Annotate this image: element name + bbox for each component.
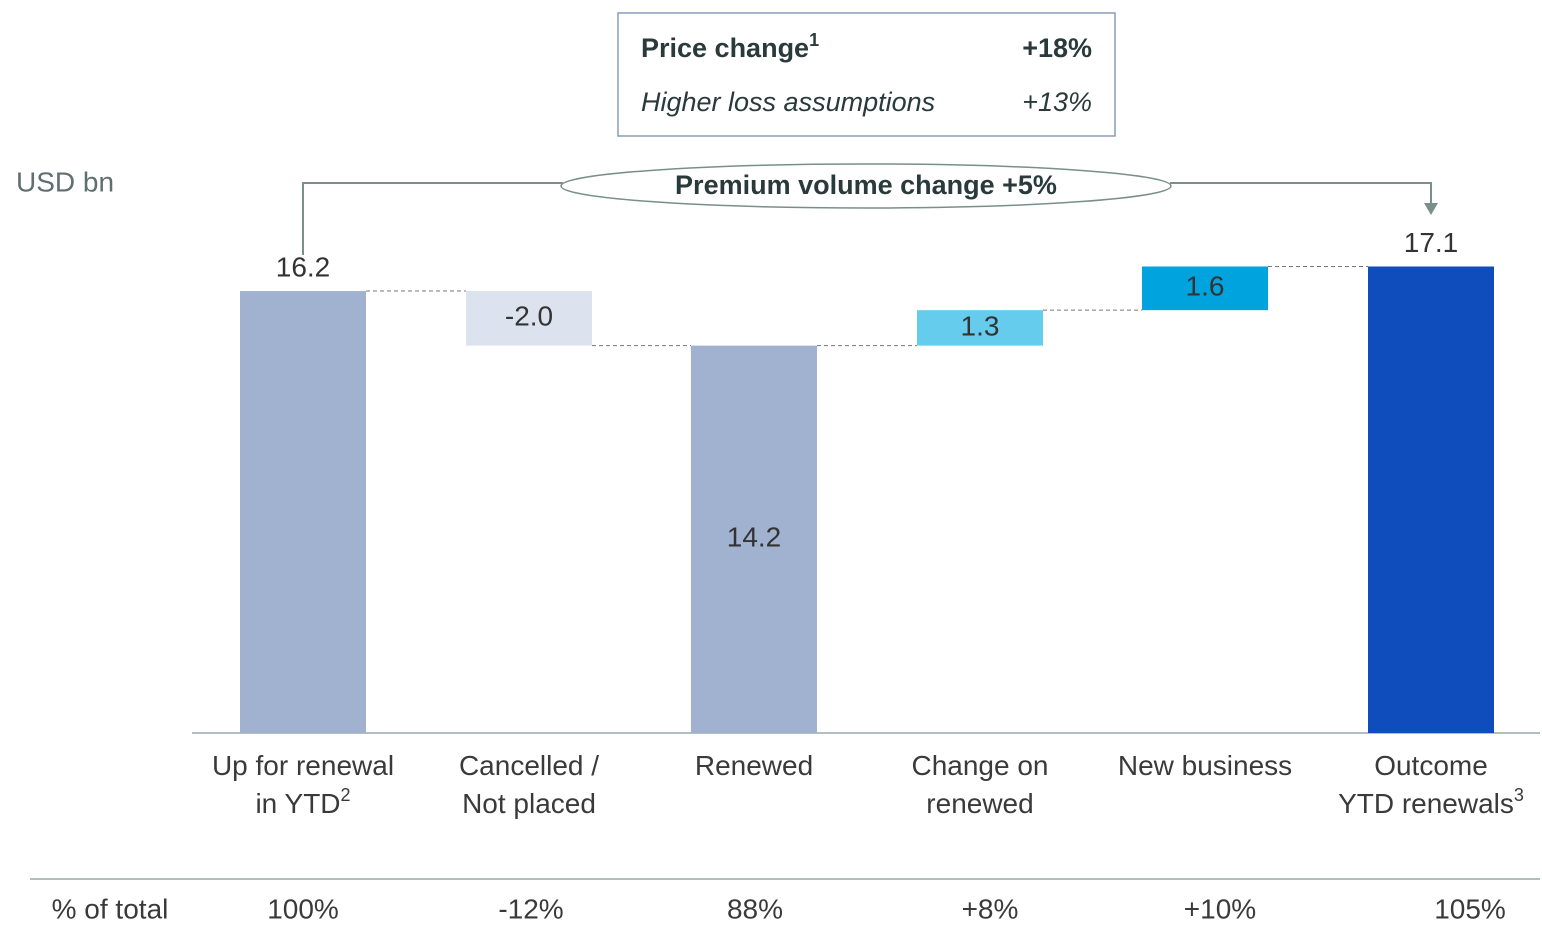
value-label: 1.3 (961, 310, 1000, 341)
x-tick-label: Cancelled / (459, 750, 599, 781)
bar (466, 291, 592, 346)
info-value: +13% (1022, 87, 1092, 117)
x-tick-text: renewed (926, 788, 1033, 819)
table-label: % of total (52, 893, 169, 924)
x-tick-text: Change on (911, 750, 1048, 781)
value-label: 1.6 (1186, 271, 1225, 302)
x-tick-label: New business (1118, 750, 1292, 781)
x-tick-label: YTD renewals3 (1338, 785, 1524, 820)
arrow-head (1424, 203, 1438, 215)
x-tick-label: Renewed (695, 750, 813, 781)
info-label: Price change1 (641, 30, 819, 63)
x-tick-text: in YTD (255, 788, 340, 819)
x-tick-text: YTD renewals (1338, 788, 1514, 819)
value-label: 14.2 (727, 522, 782, 553)
info-label-text: Price change (641, 33, 809, 63)
bar (1142, 266, 1268, 311)
x-tick-label: Change on (911, 750, 1048, 781)
bar (917, 310, 1043, 346)
annotation: Premium volume change +5% (675, 170, 1057, 200)
bar (691, 345, 817, 733)
table-value: 88% (727, 893, 783, 924)
x-tick-text: Outcome (1374, 750, 1488, 781)
x-tick-text: Up for renewal (212, 750, 394, 781)
footnote: 2 (341, 785, 351, 805)
x-tick-label: Not placed (462, 788, 596, 819)
bar (1368, 266, 1494, 733)
value-label: 16.2 (276, 251, 331, 282)
table-value: -12% (498, 893, 563, 924)
info-note: 1 (809, 30, 819, 50)
x-tick-text: New business (1118, 750, 1292, 781)
x-tick-label: Outcome (1374, 750, 1488, 781)
unit-label: USD bn (16, 166, 114, 197)
table-value: +10% (1184, 893, 1256, 924)
bar (240, 291, 366, 733)
table-value: 100% (267, 893, 339, 924)
table-value: +8% (962, 893, 1019, 924)
x-tick-label: in YTD2 (255, 785, 350, 820)
x-tick-text: Cancelled / (459, 750, 599, 781)
info-label: Higher loss assumptions (641, 87, 935, 117)
value-label: 17.1 (1404, 227, 1459, 258)
value-label: -2.0 (505, 301, 553, 332)
x-tick-text: Not placed (462, 788, 596, 819)
table-value: 105% (1434, 893, 1506, 924)
info-value: +18% (1022, 33, 1092, 63)
info-label-text: Higher loss assumptions (641, 87, 935, 117)
footnote: 3 (1514, 785, 1524, 805)
x-tick-label: renewed (926, 788, 1033, 819)
x-tick-label: Up for renewal (212, 750, 394, 781)
bracket (302, 182, 1432, 255)
annotation-ellipse (560, 163, 1172, 209)
x-tick-text: Renewed (695, 750, 813, 781)
info-box (617, 12, 1116, 137)
